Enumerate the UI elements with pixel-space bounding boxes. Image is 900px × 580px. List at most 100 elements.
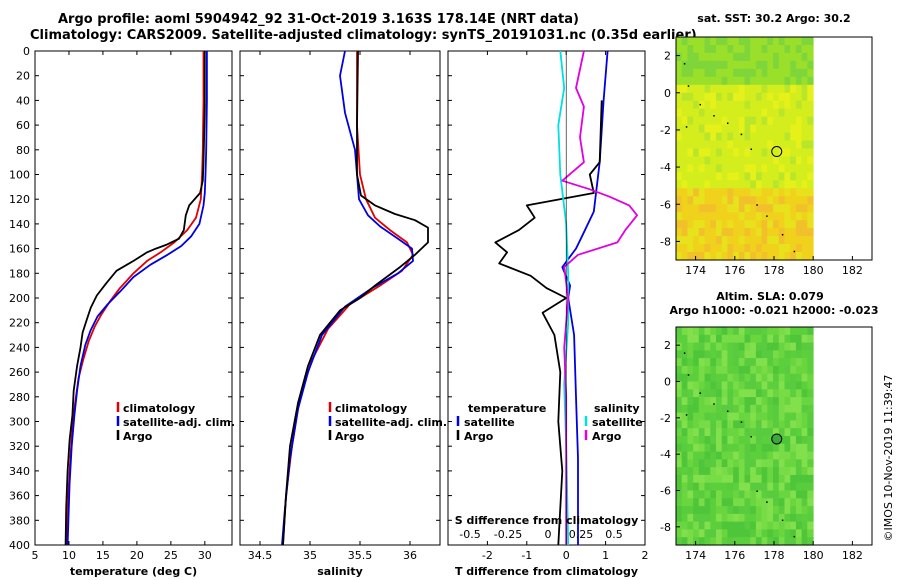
map-cell bbox=[795, 244, 803, 253]
map-cell bbox=[778, 188, 786, 197]
map-cell bbox=[767, 204, 774, 213]
map-cell bbox=[687, 60, 694, 70]
map-cell bbox=[801, 100, 808, 110]
map-cell bbox=[750, 521, 757, 530]
map-cell bbox=[784, 498, 791, 507]
map-cell bbox=[727, 52, 734, 62]
map-cell bbox=[795, 342, 803, 351]
map-cell bbox=[807, 45, 814, 54]
map-cell bbox=[744, 537, 751, 546]
legend-label: satellite-adj. clim. bbox=[335, 416, 447, 429]
map-cell bbox=[738, 327, 746, 336]
map-cell bbox=[681, 100, 688, 110]
map-cell bbox=[681, 156, 688, 166]
map-cell bbox=[755, 381, 763, 390]
map-cell bbox=[721, 45, 728, 54]
map-cell bbox=[716, 498, 723, 507]
map-x-tick-label: 176 bbox=[724, 549, 745, 562]
map-cell bbox=[755, 397, 763, 406]
map-cell bbox=[698, 412, 706, 421]
map-cell bbox=[790, 373, 797, 383]
map-cell bbox=[784, 124, 791, 134]
map-cell bbox=[676, 45, 683, 54]
map-cell bbox=[750, 100, 757, 110]
map-cell bbox=[681, 52, 688, 62]
map-cell bbox=[687, 244, 694, 253]
map-cell bbox=[733, 521, 740, 530]
map-cell bbox=[750, 172, 757, 181]
map-cell bbox=[676, 474, 683, 484]
island-dot bbox=[685, 126, 688, 128]
map-cell bbox=[790, 108, 797, 118]
map-cell bbox=[721, 498, 728, 507]
map-cell bbox=[755, 164, 763, 173]
map-cell bbox=[767, 188, 774, 197]
map-cell bbox=[755, 428, 763, 437]
map-cell bbox=[790, 45, 797, 54]
map-cell bbox=[767, 513, 774, 523]
map-cell bbox=[721, 60, 728, 70]
map-cell bbox=[698, 443, 706, 453]
map-cell bbox=[801, 506, 808, 515]
series-line-s-satellite bbox=[557, 50, 570, 546]
map-cell bbox=[721, 365, 728, 375]
map-cell bbox=[795, 537, 803, 546]
map-cell bbox=[698, 188, 706, 197]
map-cell bbox=[767, 60, 774, 70]
map-cell bbox=[773, 164, 780, 173]
map-cell bbox=[761, 196, 768, 205]
map-cell bbox=[721, 451, 728, 460]
map-cell bbox=[716, 196, 723, 205]
map-cell bbox=[767, 45, 774, 54]
map-cell bbox=[773, 212, 780, 221]
map-cell bbox=[693, 124, 700, 134]
map-cell bbox=[778, 140, 786, 150]
map-cell bbox=[721, 443, 728, 453]
map-cell bbox=[755, 156, 763, 166]
map-cell bbox=[681, 537, 688, 546]
map-cell bbox=[773, 76, 780, 86]
map-cell bbox=[761, 482, 768, 492]
map-cell bbox=[676, 236, 683, 245]
map-cell bbox=[687, 467, 694, 476]
map-cell bbox=[784, 52, 791, 62]
map-cell bbox=[778, 373, 786, 383]
map-cell bbox=[773, 381, 780, 390]
map-cell bbox=[681, 436, 688, 445]
map-cell bbox=[778, 397, 786, 406]
map-cell bbox=[778, 37, 786, 46]
map-cell bbox=[773, 140, 780, 150]
map-cell bbox=[790, 521, 797, 530]
map-cell bbox=[790, 459, 797, 468]
salinity-panel bbox=[239, 50, 441, 546]
map-cell bbox=[755, 529, 763, 538]
map-cell bbox=[681, 188, 688, 197]
map-cell bbox=[687, 521, 694, 530]
map-cell bbox=[778, 467, 786, 476]
map-cell bbox=[767, 76, 774, 86]
map-cell bbox=[727, 365, 734, 375]
map-cell bbox=[778, 180, 786, 189]
legend-label: Argo bbox=[464, 430, 494, 443]
map-cell bbox=[801, 148, 808, 158]
map-cell bbox=[767, 92, 774, 102]
map-cell bbox=[755, 60, 763, 70]
map-cell bbox=[795, 467, 803, 476]
map-cell bbox=[755, 498, 763, 507]
map-cell bbox=[727, 164, 734, 173]
map-cell bbox=[773, 45, 780, 54]
map-cell bbox=[807, 132, 814, 142]
map-cell bbox=[773, 404, 780, 414]
y-tick-label: 360 bbox=[9, 490, 30, 503]
map-cell bbox=[687, 92, 694, 102]
map-cell bbox=[767, 84, 774, 94]
map-cell bbox=[698, 420, 706, 429]
map-cell bbox=[693, 164, 700, 173]
map-cell bbox=[698, 498, 706, 507]
map-cell bbox=[784, 92, 791, 102]
map-cell bbox=[733, 60, 740, 70]
map-cell bbox=[755, 420, 763, 429]
map-cell bbox=[704, 172, 711, 181]
map-cell bbox=[687, 116, 694, 126]
map-cell bbox=[755, 92, 763, 102]
